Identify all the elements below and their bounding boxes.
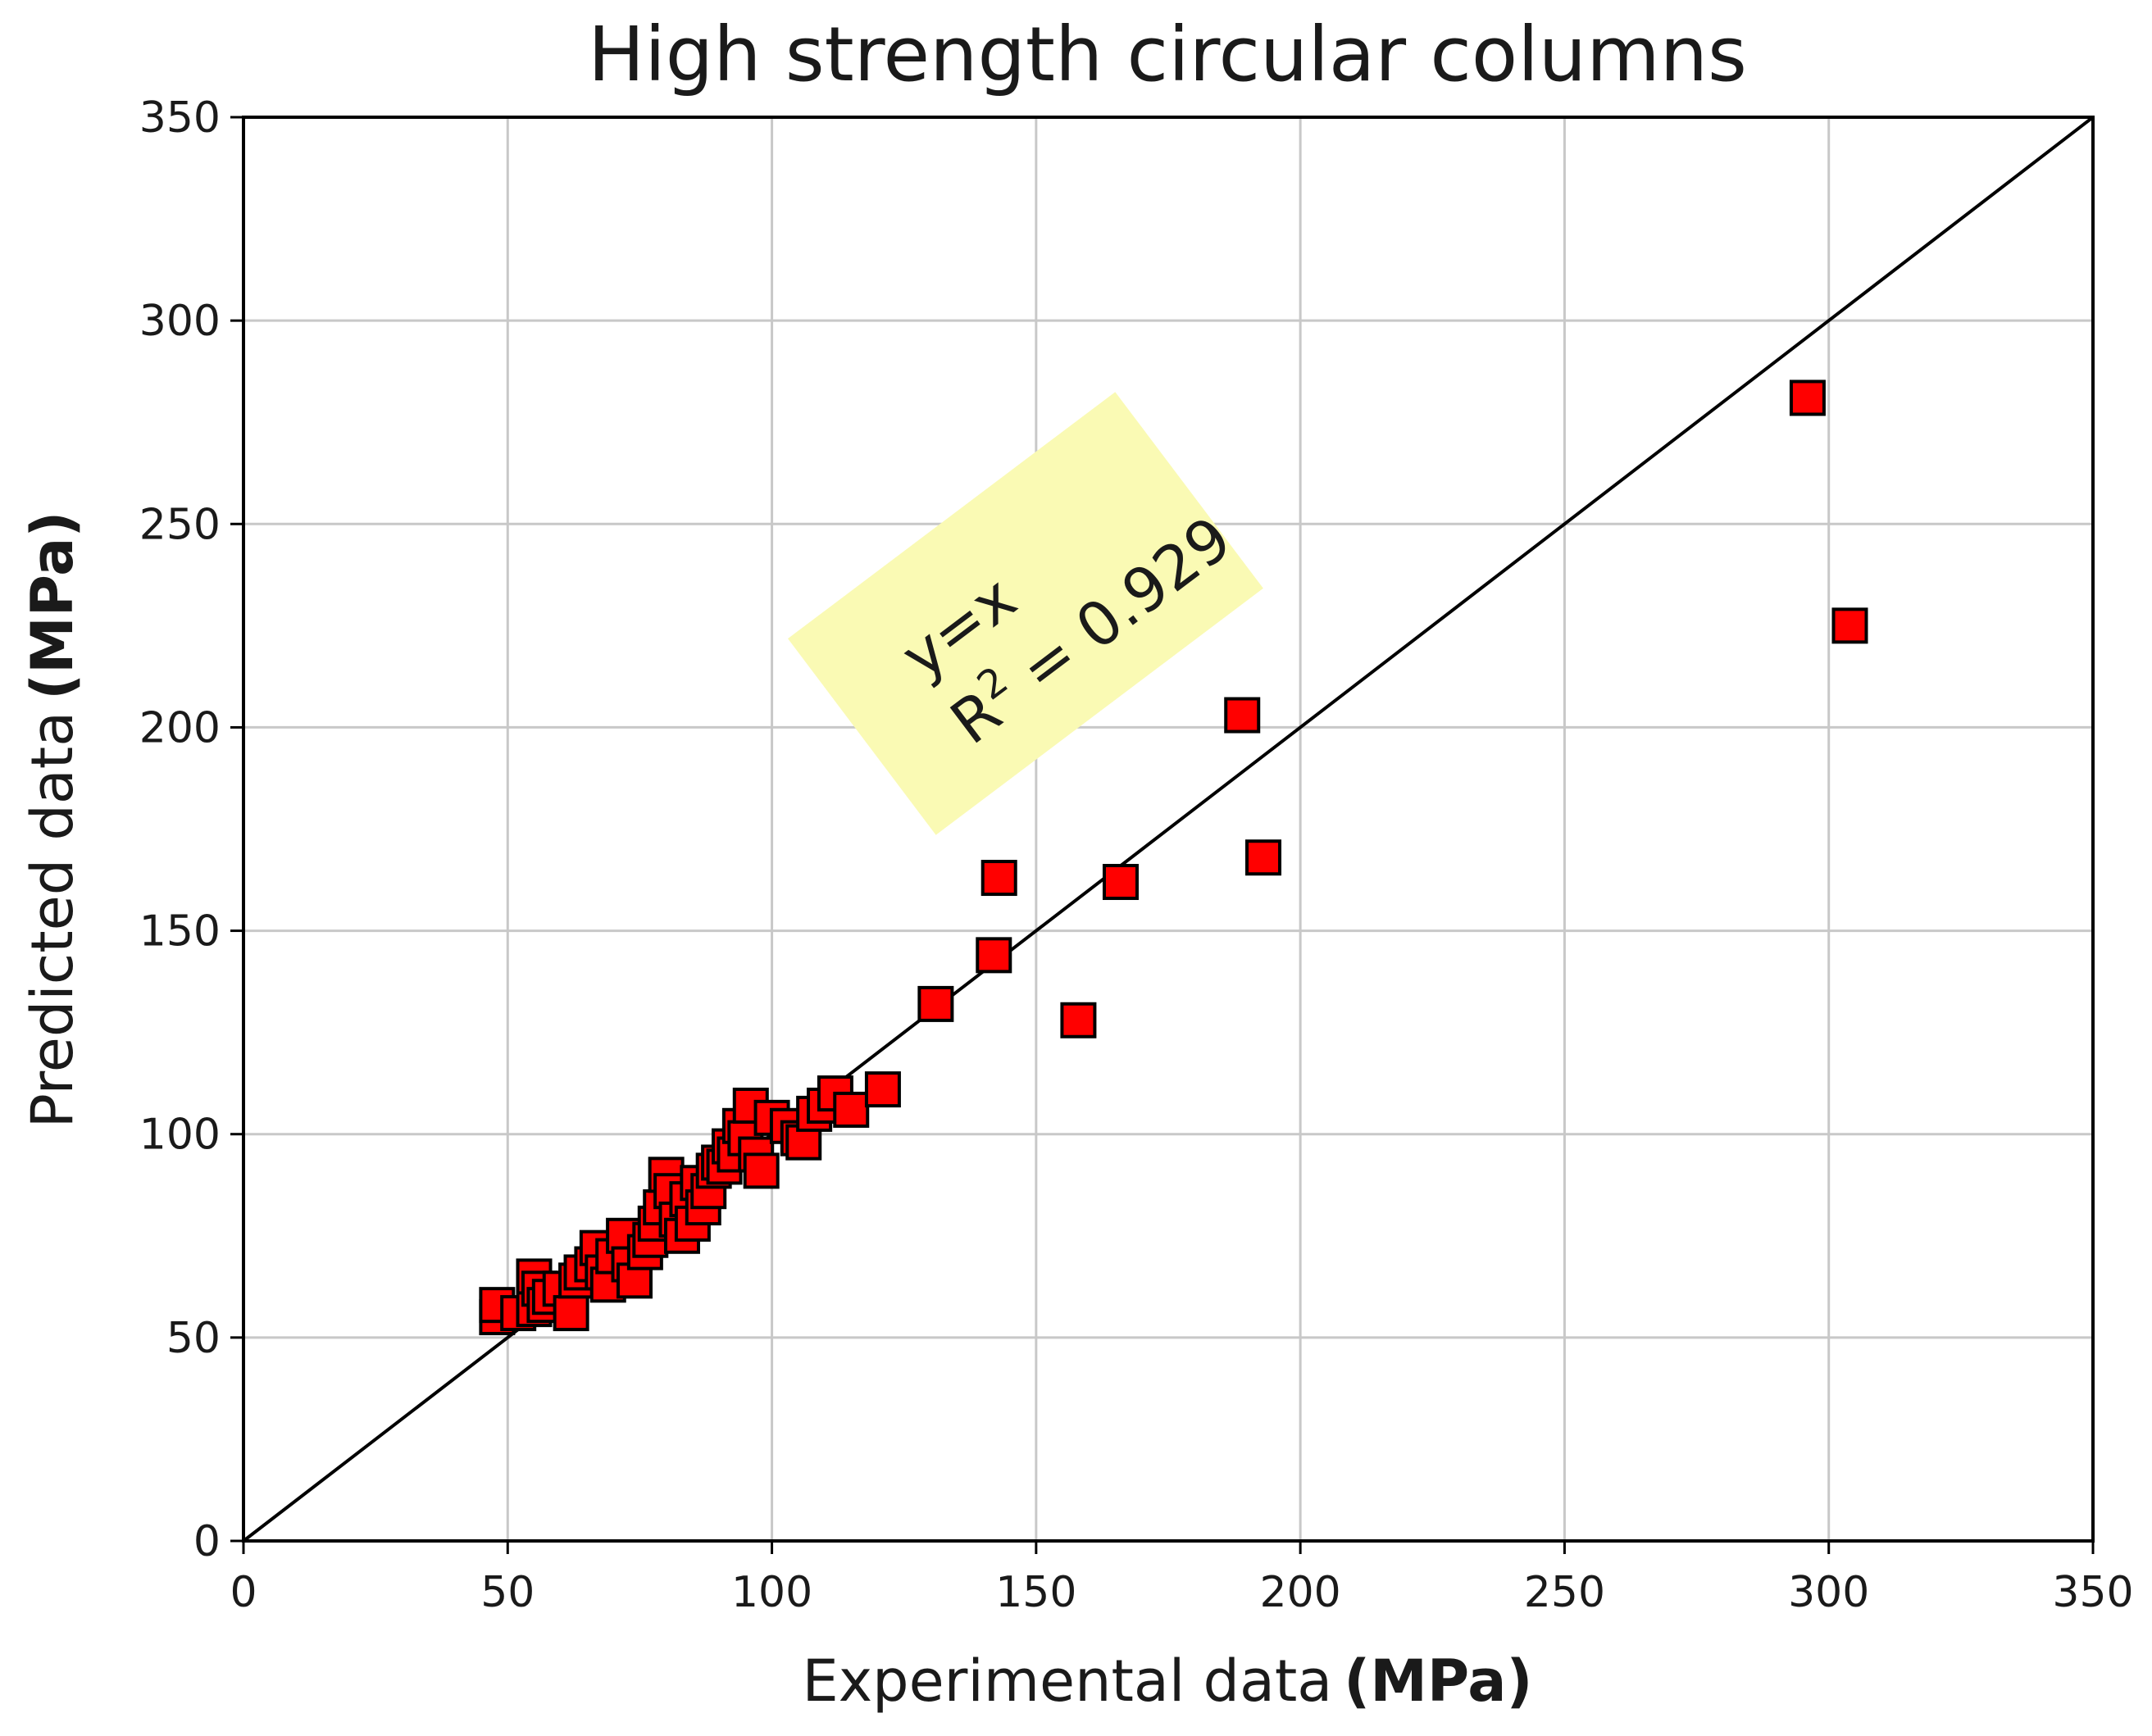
chart-title: High strength circular columns <box>588 11 1747 98</box>
y-tick-label-250: 250 <box>139 500 221 549</box>
x-tick-label-200: 200 <box>1260 1568 1341 1617</box>
y-tick-label-0: 0 <box>193 1517 221 1566</box>
data-point-50 <box>833 1091 870 1128</box>
x-tick-label-100: 100 <box>731 1568 812 1617</box>
x-tick-label-150: 150 <box>995 1568 1076 1617</box>
data-point-56 <box>1102 864 1139 901</box>
y-tick-label-100: 100 <box>139 1111 221 1160</box>
data-point-58 <box>1245 839 1282 876</box>
data-point-51 <box>864 1071 901 1108</box>
tick-labels: 0 50 100 150 200 250 300 350 0 50 100 150 200 250 300 3… <box>139 93 2134 1617</box>
x-tick-label-350: 350 <box>2052 1568 2133 1617</box>
x-tick-label-300: 300 <box>1788 1568 1869 1617</box>
x-axis-label: Experimental data (MPa) <box>802 1647 1532 1715</box>
data-point-54 <box>980 860 1017 897</box>
x-tick-label-0: 0 <box>230 1568 257 1617</box>
y-tick-label-150: 150 <box>139 907 221 957</box>
data-point-59 <box>1789 379 1826 416</box>
y-tick-label-350: 350 <box>139 93 221 143</box>
y-tick-label-300: 300 <box>139 297 221 346</box>
x-tick-label-50: 50 <box>480 1568 535 1617</box>
plot-frame <box>242 116 2095 1543</box>
x-axis-label-text: Experimental data <box>802 1647 1332 1715</box>
data-point-9 <box>553 1295 589 1332</box>
data-point-57 <box>1224 697 1261 734</box>
x-tick-label-250: 250 <box>1524 1568 1605 1617</box>
data-points <box>479 379 1868 1336</box>
annotation-box: y=x R2 = 0.929 <box>788 392 1263 835</box>
annotation-background <box>788 392 1263 835</box>
data-point-60 <box>1831 607 1868 644</box>
y-axis-label: Predicted data (MPa) <box>19 511 86 1129</box>
data-point-52 <box>917 985 954 1022</box>
x-axis-unit: (MPa) <box>1344 1647 1532 1715</box>
y-tick-label-50: 50 <box>166 1314 221 1363</box>
data-point-53 <box>976 937 1012 974</box>
y-axis-label-text: Predicted data <box>19 711 86 1129</box>
y-axis-unit: (MPa) <box>19 511 86 700</box>
y-tick-label-200: 200 <box>139 703 221 752</box>
data-point-42 <box>743 1152 780 1189</box>
data-point-55 <box>1060 1002 1097 1038</box>
